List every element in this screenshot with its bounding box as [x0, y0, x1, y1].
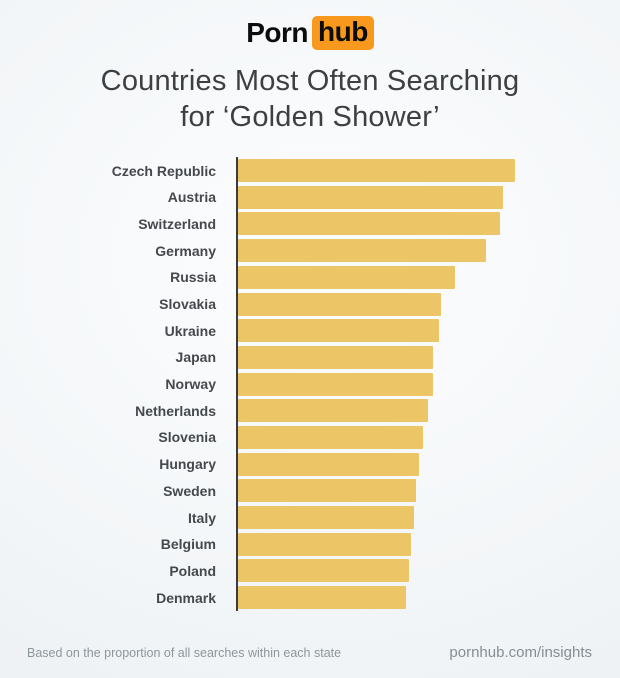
- footer-note: Based on the proportion of all searches …: [27, 646, 342, 660]
- logo-text-porn: Porn: [246, 17, 308, 49]
- bar: [238, 212, 500, 236]
- bar-label: Russia: [170, 269, 216, 286]
- infographic-footer: Based on the proportion of all searches …: [27, 644, 592, 661]
- bar: [238, 425, 423, 449]
- bar: [238, 452, 419, 476]
- bar: [238, 532, 411, 556]
- chart-row: Poland: [0, 559, 620, 583]
- bar: [238, 159, 515, 183]
- chart-row: Switzerland: [0, 212, 620, 236]
- chart-row: Ukraine: [0, 319, 620, 343]
- bar: [238, 319, 439, 343]
- chart-row: Italy: [0, 506, 620, 530]
- chart-row: Belgium: [0, 532, 620, 556]
- bar: [238, 265, 455, 289]
- chart-title: Countries Most Often Searching for ‘Gold…: [0, 64, 620, 136]
- chart-row: Norway: [0, 372, 620, 396]
- bar: [238, 479, 416, 503]
- chart-row: Germany: [0, 239, 620, 263]
- bar-label: Hungary: [159, 456, 216, 473]
- chart-title-line2: for ‘Golden Shower’: [180, 101, 440, 134]
- bar: [238, 506, 414, 530]
- bar-label: Poland: [169, 562, 216, 579]
- bar-label: Belgium: [160, 536, 216, 553]
- infographic-header: Porn hub Countries Most Often Searching …: [0, 0, 620, 136]
- bar-label: Sweden: [163, 482, 216, 499]
- bar: [238, 292, 441, 316]
- bar-label: Netherlands: [135, 402, 216, 419]
- pornhub-logo: Porn hub: [246, 16, 374, 51]
- bar: [238, 345, 433, 369]
- chart-row: Denmark: [0, 586, 620, 610]
- bar: [238, 586, 406, 610]
- bar: [238, 185, 503, 209]
- bar-label: Slovakia: [159, 296, 216, 313]
- bar-label: Czech Republic: [111, 162, 216, 179]
- bar-label: Switzerland: [138, 215, 216, 232]
- chart-row: Sweden: [0, 479, 620, 503]
- chart-row: Japan: [0, 345, 620, 369]
- bar-chart: Czech Republic Austria Switzerland Germa…: [0, 157, 620, 612]
- bar: [238, 399, 428, 423]
- bar-label: Slovenia: [158, 429, 216, 446]
- bar-label: Norway: [165, 376, 216, 393]
- y-axis-line: [236, 157, 238, 612]
- chart-row: Hungary: [0, 452, 620, 476]
- bar: [238, 559, 409, 583]
- bar-label: Japan: [175, 349, 216, 366]
- chart-row: Austria: [0, 185, 620, 209]
- chart-row: Slovenia: [0, 425, 620, 449]
- chart-title-line1: Countries Most Often Searching: [100, 65, 520, 98]
- bar-label: Denmark: [156, 589, 216, 606]
- bar-label: Austria: [167, 189, 216, 206]
- logo-text-hub: hub: [311, 16, 374, 51]
- chart-row: Russia: [0, 265, 620, 289]
- chart-row: Czech Republic: [0, 159, 620, 183]
- bar-label: Italy: [187, 509, 216, 526]
- chart-row: Netherlands: [0, 399, 620, 423]
- chart-row: Slovakia: [0, 292, 620, 316]
- bar-label: Germany: [155, 242, 216, 259]
- bar: [238, 239, 486, 263]
- chart-rows: Czech Republic Austria Switzerland Germa…: [0, 159, 620, 610]
- bar-label: Ukraine: [164, 322, 216, 339]
- bar: [238, 372, 433, 396]
- footer-site-url: pornhub.com/insights: [449, 644, 592, 661]
